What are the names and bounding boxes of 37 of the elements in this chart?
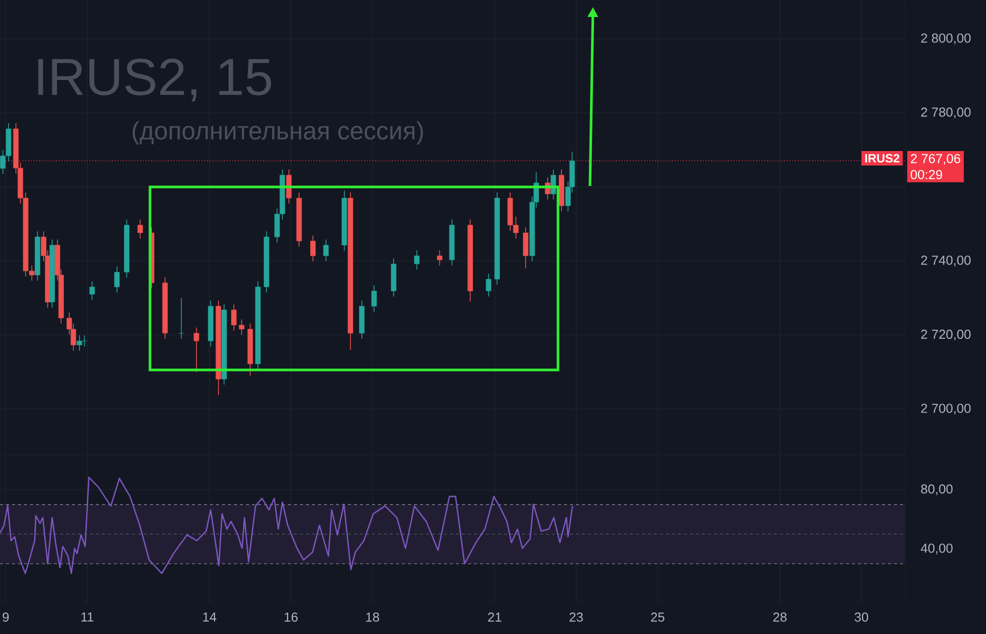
x-tick-label: 28 bbox=[773, 612, 787, 622]
y-tick-label: 2 700,00 bbox=[921, 404, 971, 414]
x-tick-label: 21 bbox=[488, 612, 502, 622]
y-tick-label: 2 800,00 bbox=[921, 33, 971, 44]
y-tick-label: 2 780,00 bbox=[921, 108, 971, 118]
candlestick bbox=[522, 226, 528, 269]
x-tick-label: 14 bbox=[203, 612, 216, 622]
candlestick bbox=[178, 298, 184, 340]
x-tick-label: 11 bbox=[81, 612, 94, 622]
candlestick bbox=[371, 285, 377, 312]
candlestick bbox=[486, 273, 492, 297]
x-tick-label: 9 bbox=[2, 612, 9, 622]
candlestick bbox=[89, 280, 95, 300]
text: 00:29 bbox=[910, 170, 942, 180]
candlestick bbox=[137, 219, 143, 239]
text: (дополнительная сессия) bbox=[132, 121, 423, 144]
y-tick-label: 40,00 bbox=[920, 544, 953, 554]
line-series bbox=[0, 476, 574, 574]
text: IRUS2, 15 bbox=[38, 58, 272, 102]
x-tick-label: 16 bbox=[284, 612, 298, 622]
x-tick-label: 23 bbox=[570, 612, 583, 622]
candlestick bbox=[194, 327, 200, 372]
y-tick-label: 2 720,00 bbox=[921, 330, 971, 340]
candlestick bbox=[436, 250, 442, 266]
annotation: IRUS2 bbox=[865, 154, 900, 162]
candlestick bbox=[310, 235, 316, 262]
candlestick bbox=[414, 250, 420, 270]
y-tick-label: 2 740,00 bbox=[921, 256, 971, 266]
x-tick-label: 30 bbox=[854, 612, 868, 622]
candlestick bbox=[238, 319, 244, 336]
ref-line-label: 2 767,06 bbox=[910, 154, 960, 165]
y-tick-label: 80,00 bbox=[921, 484, 953, 496]
candlestick bbox=[323, 239, 329, 262]
candlestick bbox=[114, 266, 120, 293]
candlestick bbox=[231, 304, 237, 331]
x-tick-label: 18 bbox=[366, 612, 380, 622]
x-tick-label: 25 bbox=[651, 612, 664, 622]
